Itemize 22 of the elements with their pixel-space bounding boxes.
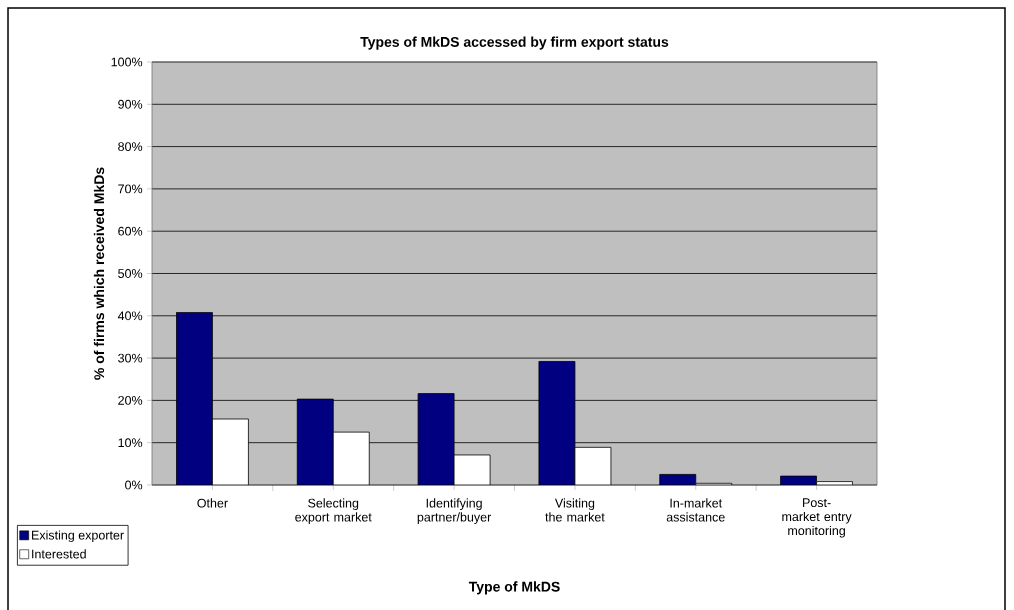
x-tick-label: Other [197,498,228,508]
y-tick-label: 70% [118,184,143,194]
y-tick-label: 10% [118,438,143,448]
y-tick-label: 100% [111,57,143,67]
y-axis-title: % of firms which received MkDs [93,167,105,380]
y-tick-label: 90% [118,99,143,109]
legend-label: Interested [32,549,86,559]
chart-title: Types of MkDS accessed by firm export status [360,36,669,50]
x-tick-label: Post-market entry monitoring [782,498,852,538]
y-tick-label: 50% [118,269,143,278]
legend-label: Existing exporter [32,530,124,543]
x-tick-label: Visiting the market [545,498,605,522]
x-tick-label: Identifying partner/buyer [417,498,492,525]
x-tick-label: Selecting export market [295,498,372,525]
y-tick-label: 0% [125,480,143,490]
y-tick-label: 20% [118,395,143,405]
y-tick-label: 80% [118,142,143,152]
y-tick-label: 60% [118,226,143,236]
y-tick-label: 30% [118,353,143,363]
x-tick-label: In-market assistance [666,498,725,522]
y-tick-label: 40% [117,311,143,321]
x-axis-title: Type of MkDS [468,581,560,595]
